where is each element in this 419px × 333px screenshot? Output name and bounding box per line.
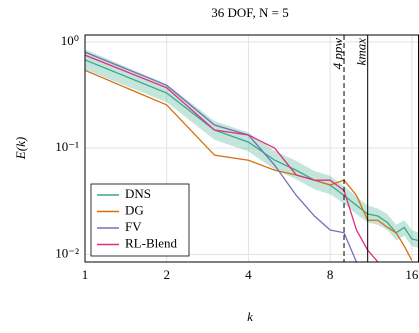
- reference-label: kmax: [354, 38, 369, 66]
- legend-label: RL-Blend: [125, 235, 177, 250]
- x-tick-label: 1: [82, 267, 89, 282]
- series-line: [85, 54, 379, 262]
- series-line: [85, 69, 413, 261]
- x-tick-label: 2: [163, 267, 170, 282]
- chart-title: 36 DOF, N = 5: [211, 5, 288, 20]
- y-tick-label: 10⁻²: [55, 245, 79, 260]
- x-axis-label: k: [247, 309, 253, 324]
- y-tick-label: 10⁻¹: [55, 139, 79, 154]
- legend-label: FV: [125, 219, 142, 234]
- series-line: [85, 51, 358, 262]
- plot-area: [85, 49, 419, 262]
- y-axis-label: E(k): [13, 137, 28, 160]
- x-tick-label: 16: [405, 267, 419, 282]
- confidence-band: [85, 49, 419, 249]
- legend-label: DNS: [125, 186, 151, 201]
- x-tick-label: 4: [245, 267, 252, 282]
- reference-label: 4 ppw: [330, 38, 345, 70]
- legend-label: DG: [125, 202, 144, 217]
- y-tick-label: 10⁰: [61, 33, 79, 48]
- x-tick-label: 8: [327, 267, 334, 282]
